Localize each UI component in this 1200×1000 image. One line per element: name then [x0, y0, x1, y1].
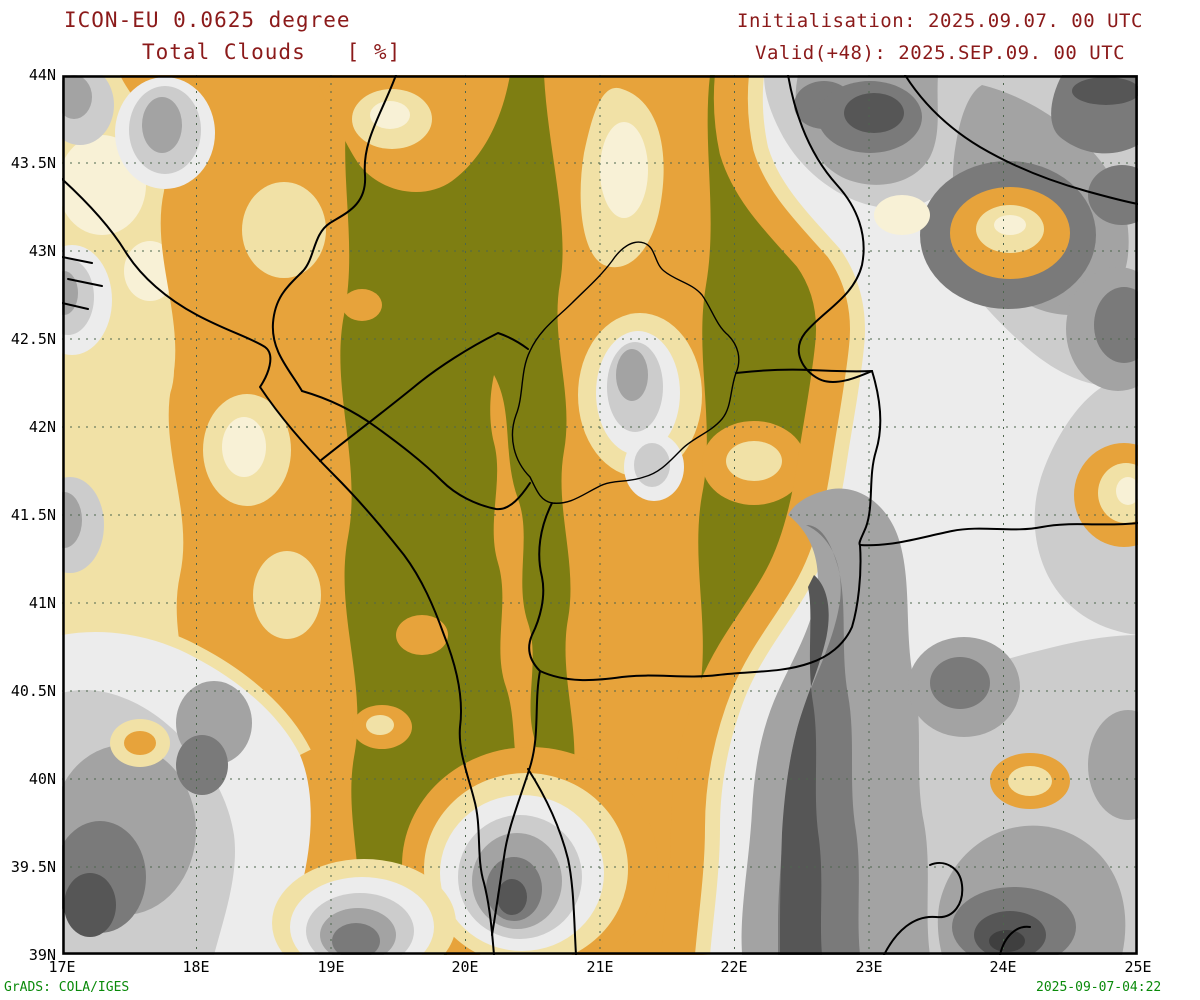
grads-credit: GrADS: COLA/IGES: [4, 980, 130, 995]
field-title: Total Clouds [ %]: [142, 40, 402, 64]
valid-time: Valid(+48): 2025.SEP.09. 00 UTC: [755, 42, 1126, 64]
lon-tick-label: 22E: [720, 958, 748, 976]
cloud-field: [62, 75, 1138, 955]
lon-tick-label: 18E: [182, 958, 210, 976]
lat-tick-label: 40N: [28, 770, 56, 788]
lon-tick-label: 24E: [989, 958, 1017, 976]
lat-tick-label: 42N: [28, 418, 56, 436]
render-timestamp: 2025-09-07-04:22: [1036, 980, 1162, 995]
lat-tick-label: 41.5N: [10, 506, 56, 524]
lon-tick-label: 23E: [855, 958, 883, 976]
lon-tick-label: 17E: [48, 958, 76, 976]
country-borders: [62, 75, 1138, 955]
grid-lines: [62, 75, 1138, 955]
lat-tick-label: 41N: [28, 594, 56, 612]
lon-tick-label: 25E: [1124, 958, 1152, 976]
model-title: ICON-EU 0.0625 degree: [64, 8, 351, 32]
map-canvas: [62, 75, 1138, 955]
lon-tick-label: 21E: [586, 958, 614, 976]
lon-tick-label: 20E: [451, 958, 479, 976]
lat-tick-label: 42.5N: [10, 330, 56, 348]
lat-tick-label: 43N: [28, 242, 56, 260]
lat-tick-label: 39.5N: [10, 858, 56, 876]
lat-tick-label: 40.5N: [10, 682, 56, 700]
map-frame: [62, 75, 1138, 955]
lon-tick-label: 19E: [317, 958, 345, 976]
map-image: [62, 75, 1138, 955]
init-time: Initialisation: 2025.09.07. 00 UTC: [737, 10, 1143, 32]
lat-tick-label: 39N: [28, 946, 56, 964]
lat-tick-label: 44N: [28, 66, 56, 84]
lat-tick-label: 43.5N: [10, 154, 56, 172]
